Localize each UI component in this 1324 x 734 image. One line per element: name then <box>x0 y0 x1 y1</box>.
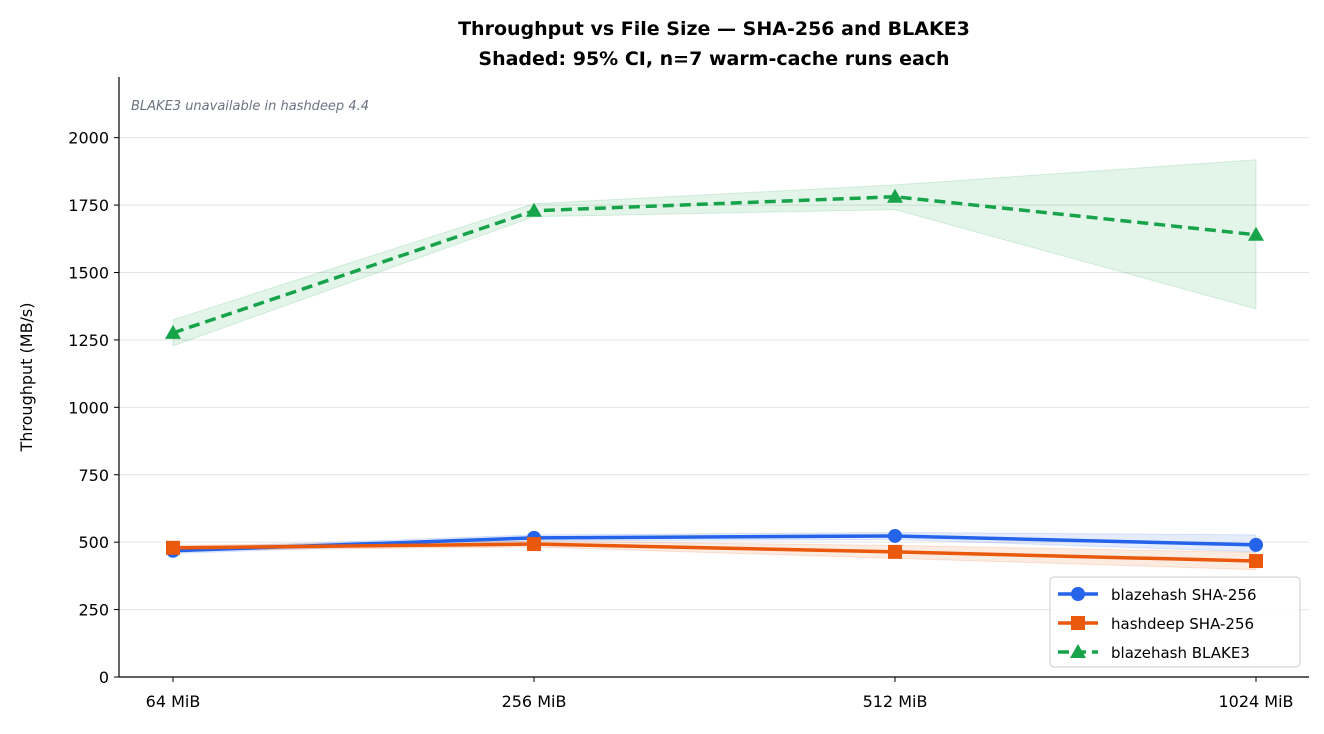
series-line <box>172 194 1257 335</box>
y-tick-label: 0 <box>99 668 109 687</box>
chart-subtitle: Shaded: 95% CI, n=7 warm-cache runs each <box>478 48 949 70</box>
y-tick-label: 500 <box>78 533 109 552</box>
chart-title: Throughput vs File Size — SHA-256 and BL… <box>458 18 970 40</box>
data-point <box>526 202 542 217</box>
series-line <box>172 542 1257 563</box>
y-axis-label: Throughput (MB/s) <box>17 302 36 452</box>
legend-marker <box>1071 616 1085 630</box>
data-point <box>887 188 903 203</box>
x-tick-label: 1024 MiB <box>1218 692 1293 711</box>
legend-marker <box>1071 587 1085 601</box>
y-tick-label: 1500 <box>68 264 109 283</box>
data-point <box>1248 226 1264 241</box>
ci-band <box>172 540 1257 571</box>
data-point <box>1249 537 1263 552</box>
y-tick-label: 1000 <box>68 398 109 417</box>
data-point <box>166 540 180 555</box>
data-point <box>1249 554 1263 569</box>
y-tick-label: 2000 <box>68 129 109 148</box>
data-point <box>888 528 902 543</box>
x-tick-label: 64 MiB <box>146 692 201 711</box>
y-tick-label: 1750 <box>68 196 109 215</box>
data-point <box>888 544 902 559</box>
y-tick-label: 1250 <box>68 331 109 350</box>
x-tick-label: 512 MiB <box>863 692 928 711</box>
ci-band <box>172 159 1257 347</box>
legend-label: blazehash SHA-256 <box>1111 586 1257 604</box>
legend-marker <box>1070 644 1086 658</box>
legend-label: blazehash BLAKE3 <box>1111 644 1250 662</box>
legend-box <box>1049 576 1301 668</box>
x-tick-label: 256 MiB <box>502 692 567 711</box>
data-point <box>165 324 181 339</box>
legend-label: hashdeep SHA-256 <box>1111 615 1254 633</box>
data-point <box>527 537 541 552</box>
y-tick-label: 750 <box>78 466 109 485</box>
y-tick-label: 250 <box>78 601 109 620</box>
annotation: BLAKE3 unavailable in hashdeep 4.4 <box>131 99 369 114</box>
